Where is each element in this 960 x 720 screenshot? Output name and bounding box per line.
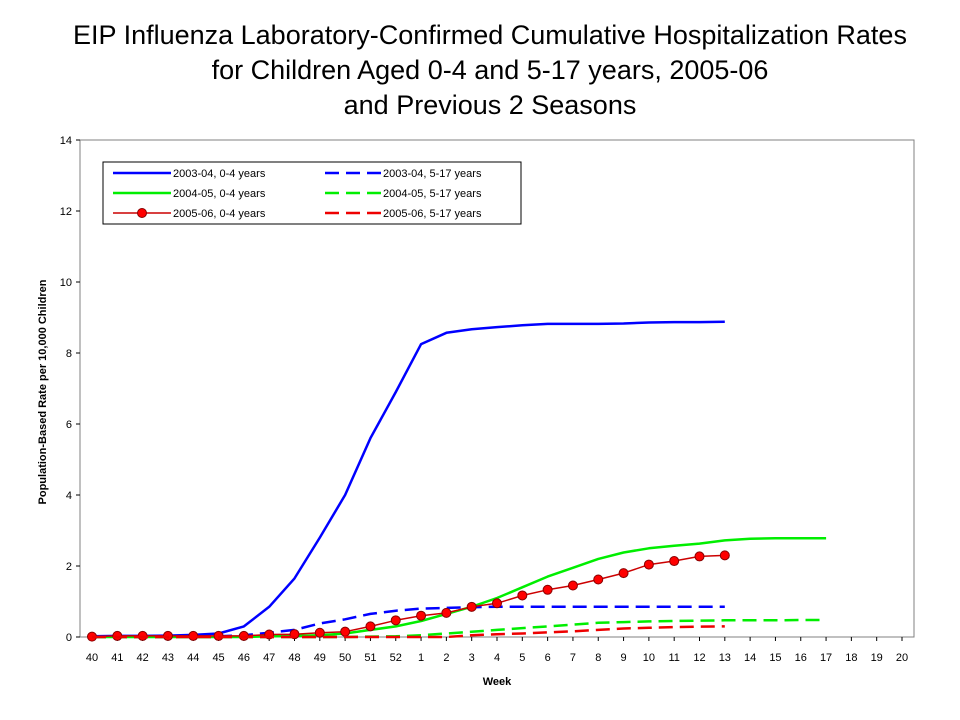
legend-label: 2004-05, 5-17 years [383,188,482,200]
legend: 2003-04, 0-4 years 2004-05, 0-4 years 2005… [102,161,522,225]
series-point [669,556,680,567]
x-tick-label: 42 [137,652,149,664]
legend-label: 2003-04, 5-17 years [383,168,482,180]
x-tick-label: 40 [86,652,98,664]
x-tick-label: 3 [469,652,475,664]
chart-title-line-1: EIP Influenza Laboratory-Confirmed Cumul… [73,20,907,50]
x-tick-label: 6 [545,652,551,664]
series-group [87,320,827,642]
x-tick-label: 50 [339,652,351,664]
series-point [340,626,351,637]
x-tick-label: 19 [871,652,883,664]
series-point [441,607,452,618]
x-tick-label: 16 [795,652,807,664]
legend-box [102,161,522,225]
x-tick-label: 47 [263,652,275,664]
series-point [643,559,654,570]
series-point [466,601,477,612]
x-tick-label: 10 [643,652,655,664]
y-tick-label: 0 [66,632,72,644]
chart-title-line-3: and Previous 2 Seasons [343,90,637,120]
x-tick-label: 51 [364,652,376,664]
x-axis-label: Week [483,676,512,688]
series-point [719,550,730,561]
y-tick-label: 8 [66,348,72,360]
x-tick-label: 8 [595,652,601,664]
y-tick-label: 4 [66,490,72,502]
x-tick-label: 7 [570,652,576,664]
legend-label: 2005-06, 0-4 years [173,208,266,220]
y-tick-label: 14 [60,135,72,147]
series-point [593,574,604,585]
x-tick-label: 1 [418,652,424,664]
x-tick-label: 49 [314,652,326,664]
legend-label: 2003-04, 0-4 years [173,168,266,180]
series-point [390,615,401,626]
x-tick-label: 20 [896,652,908,664]
series-point [517,590,528,601]
x-tick-label: 44 [187,652,199,664]
x-tick-label: 52 [390,652,402,664]
series-point [365,621,376,632]
series-point [618,568,629,579]
series-point [492,598,502,609]
x-tick-label: 41 [111,652,123,664]
x-tick-label: 14 [744,652,756,664]
series-point [416,610,427,621]
chart-title-line-2: for Children Aged 0-4 and 5-17 years, 20… [211,55,769,85]
series-line-6 [92,625,725,639]
x-tick-label: 11 [668,652,679,664]
series-point [188,630,199,641]
legend-label: 2004-05, 0-4 years [173,188,266,200]
y-axis-label: Population-Based Rate per 10,000 Childre… [37,279,49,504]
series-point [314,627,325,638]
x-tick-label: 9 [621,652,627,664]
legend-label: 2005-06, 5-17 years [383,208,482,220]
x-tick-label: 2 [443,652,449,664]
series-point [542,584,553,595]
chart-title: EIP Influenza Laboratory-Confirmed Cumul… [0,18,960,123]
series-point [567,580,578,591]
x-tick-label: 45 [212,652,224,664]
legend-marker [137,208,147,218]
x-tick-label: 12 [693,652,705,664]
series-point [694,551,705,562]
x-tick-label: 46 [238,652,250,664]
series-line-4 [92,618,827,639]
x-tick-label: 17 [820,652,832,664]
y-tick-label: 2 [66,561,72,573]
y-tick-label: 10 [60,277,72,289]
x-tick-label: 48 [288,652,300,664]
x-tick-label: 18 [845,652,857,664]
x-tick-label: 5 [519,652,525,664]
x-tick-label: 43 [162,652,174,664]
x-tick-label: 15 [769,652,781,664]
x-tick-label: 4 [494,652,500,664]
y-tick-label: 12 [60,206,72,218]
x-tick-label: 13 [719,652,731,664]
y-tick-label: 6 [66,419,72,431]
